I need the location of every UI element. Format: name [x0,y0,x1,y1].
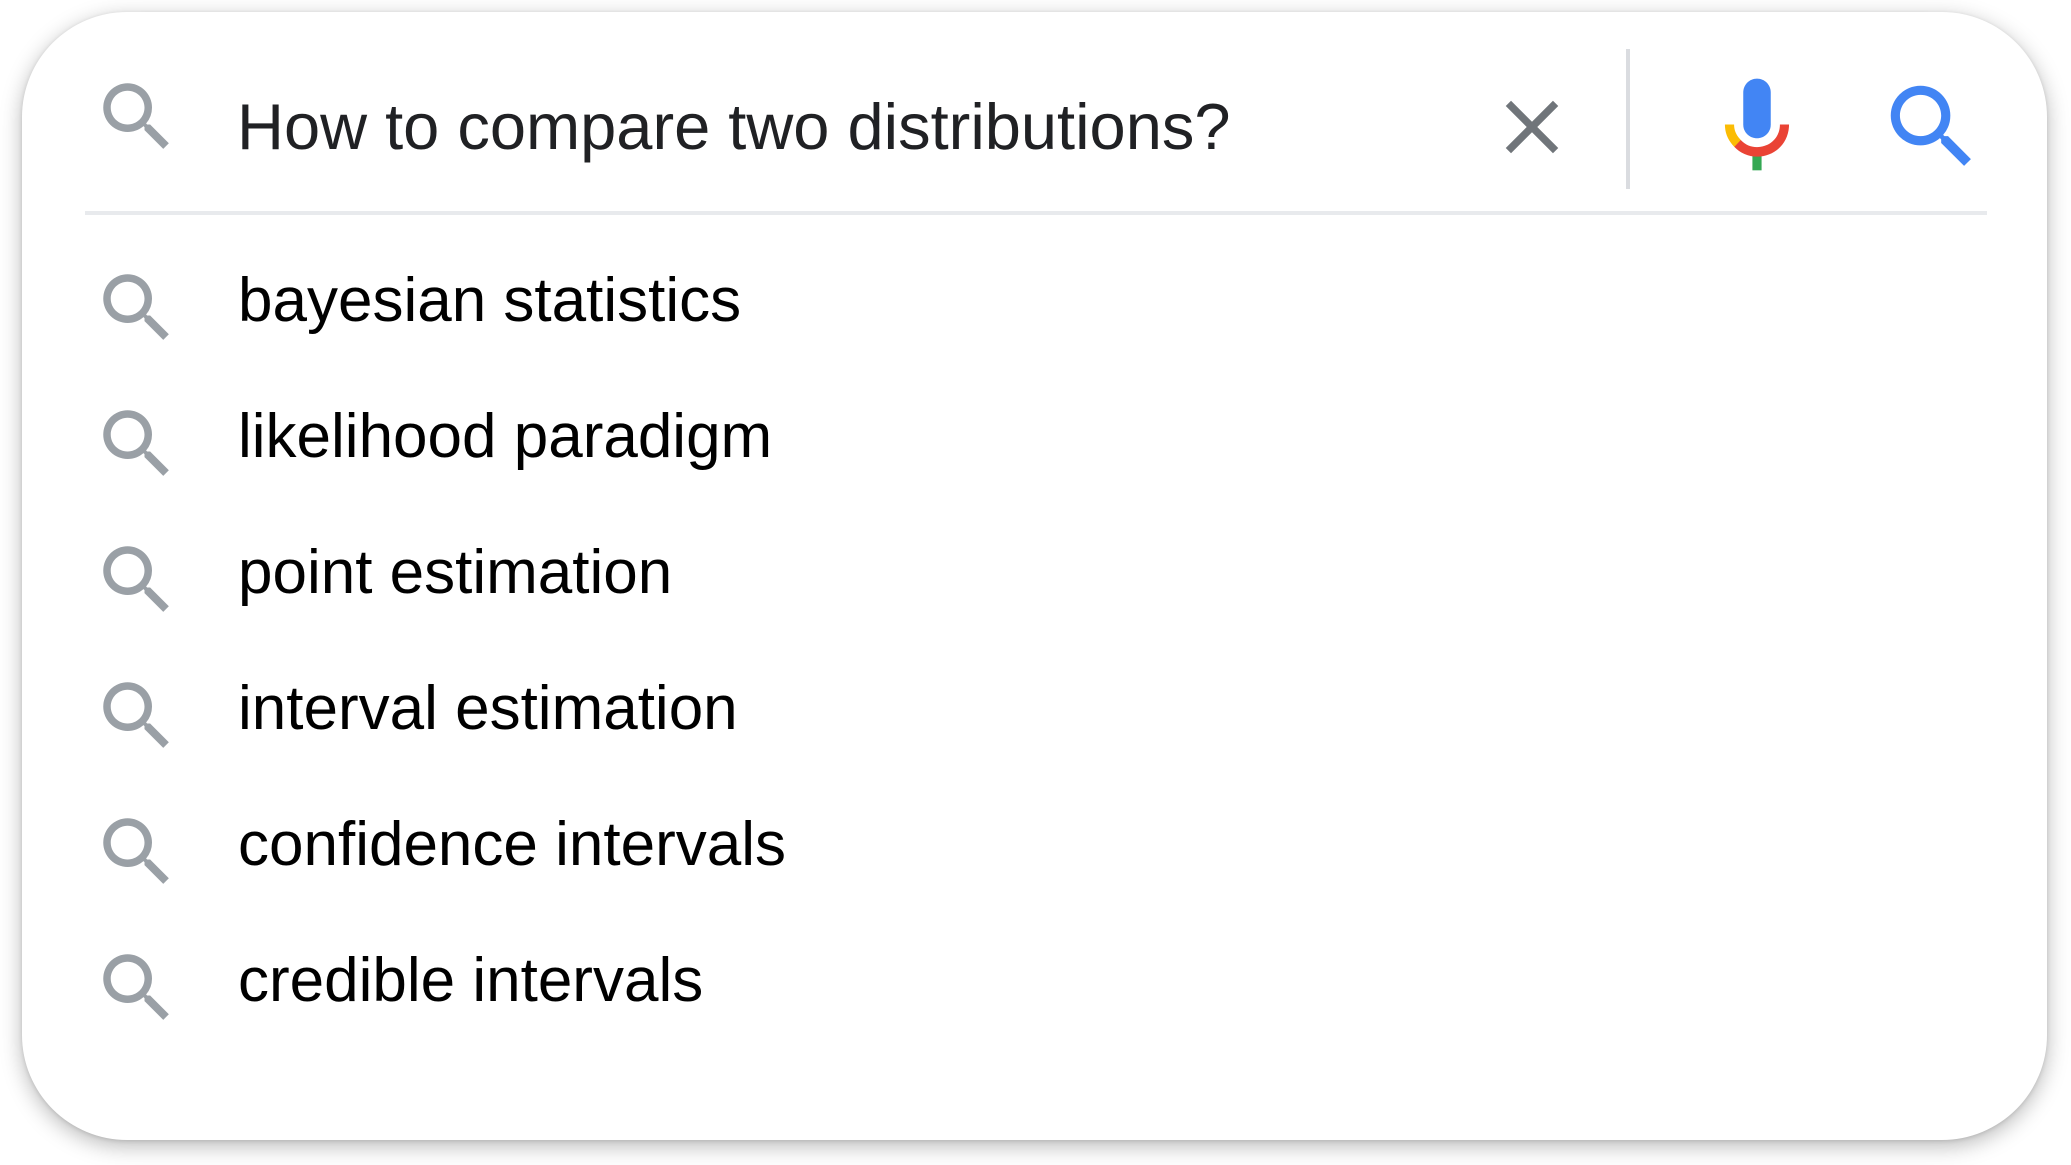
search-icon [103,83,169,149]
close-icon [1505,100,1559,154]
search-submit-button[interactable] [1877,72,1987,182]
search-icon [103,954,169,1020]
suggestions-divider [85,211,1987,215]
suggestion-label: point estimation [238,538,673,607]
suggestion-label: credible intervals [238,946,704,1015]
voice-search-button[interactable] [1702,67,1812,182]
suggestion-item[interactable]: confidence intervals [22,762,2047,898]
suggestion-item[interactable]: point estimation [22,490,2047,626]
search-icon [103,274,169,340]
suggestions-list: bayesian statistics likelihood paradigm … [22,218,2047,1034]
suggestion-item[interactable]: credible intervals [22,898,2047,1034]
search-icon [103,818,169,884]
search-icon [103,410,169,476]
search-input[interactable]: How to compare two distributions? [237,90,1231,163]
suggestion-label: likelihood paradigm [238,402,773,471]
suggestion-label: confidence intervals [238,810,786,879]
suggestion-item[interactable]: bayesian statistics [22,218,2047,354]
clear-button[interactable] [1487,82,1577,172]
search-bar[interactable]: How to compare two distributions? [22,12,2047,212]
search-suggestions-card: How to compare two distributions? bayesi… [22,12,2047,1140]
suggestion-item[interactable]: likelihood paradigm [22,354,2047,490]
search-icon [1890,85,1971,166]
microphone-icon [1724,78,1790,171]
vertical-divider [1626,49,1630,189]
suggestion-label: bayesian statistics [238,266,742,335]
suggestion-label: interval estimation [238,674,738,743]
search-icon [103,546,169,612]
suggestion-item[interactable]: interval estimation [22,626,2047,762]
search-icon [103,682,169,748]
